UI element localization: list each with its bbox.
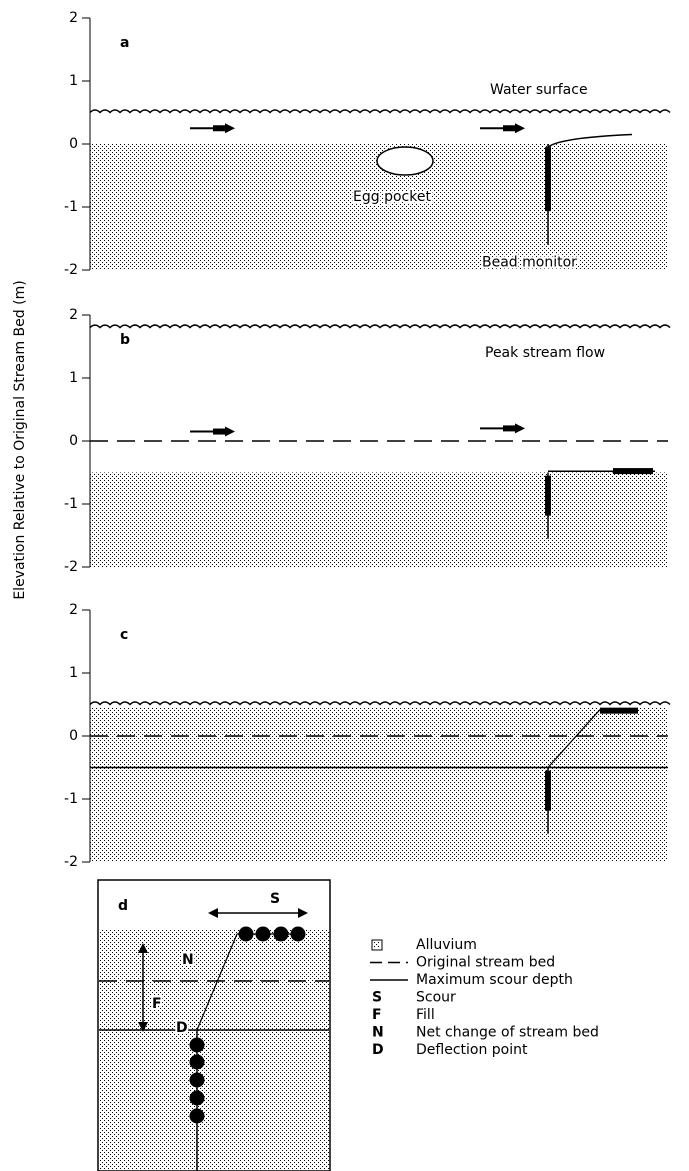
legend-symbol: D	[372, 1042, 384, 1058]
marker: F	[152, 996, 162, 1012]
bead	[255, 926, 271, 942]
bead	[189, 1054, 205, 1070]
bead	[273, 926, 289, 942]
alluvium	[99, 930, 329, 1170]
legend-text: Net change of stream bed	[416, 1025, 599, 1041]
flow-arrow-block	[503, 125, 515, 132]
water-surface	[89, 701, 671, 706]
flow-arrow-head	[515, 123, 525, 134]
water-surface	[89, 109, 671, 114]
annotation: Bead monitor	[482, 254, 577, 270]
water-surface	[89, 324, 671, 329]
y-tick-label: 1	[69, 73, 78, 89]
bead	[189, 1090, 205, 1106]
annotation: Egg pocket	[353, 189, 431, 205]
legend-text: Deflection point	[416, 1042, 528, 1058]
bead	[189, 1037, 205, 1053]
annotation: Water surface	[490, 82, 588, 98]
marker: D	[176, 1020, 188, 1036]
annotation: Peak stream flow	[485, 345, 605, 361]
flow-arrow-head	[225, 123, 235, 134]
legend-text: Alluvium	[416, 937, 477, 953]
egg-pocket	[376, 146, 434, 176]
y-tick-label: 2	[69, 602, 78, 618]
monitor-cable	[547, 133, 633, 148]
legend-symbol: F	[372, 1007, 382, 1023]
y-tick-label: 2	[69, 307, 78, 323]
panel-label: b	[120, 332, 130, 348]
y-tick-label: 0	[69, 136, 78, 152]
beads	[600, 707, 638, 714]
legend-text: Fill	[416, 1007, 435, 1023]
y-tick-label: 2	[69, 10, 78, 26]
y-tick-label: -2	[64, 262, 78, 278]
monitor-cable	[547, 709, 601, 768]
arrow-head	[208, 908, 218, 918]
marker: S	[270, 891, 280, 907]
legend-symbol: S	[372, 990, 382, 1006]
bead	[189, 1072, 205, 1088]
arrow-head	[138, 1022, 148, 1032]
y-tick-label: 1	[69, 665, 78, 681]
beads	[545, 147, 551, 212]
y-tick-label: -1	[64, 199, 78, 215]
flow-arrow-block	[213, 125, 225, 132]
beads	[545, 770, 551, 811]
flow-arrow-block	[503, 425, 515, 432]
y-tick-label: 0	[69, 433, 78, 449]
flow-arrow-head	[515, 423, 525, 434]
alluvium	[90, 707, 668, 862]
alluvium	[90, 472, 668, 567]
bead	[189, 1108, 205, 1124]
beads	[545, 475, 551, 516]
bead	[238, 926, 254, 942]
bead	[290, 926, 306, 942]
flow-arrow-block	[213, 428, 225, 435]
panel-label: d	[118, 898, 128, 914]
y-tick-label: -1	[64, 791, 78, 807]
y-tick-label: 0	[69, 728, 78, 744]
panel-label: a	[120, 35, 129, 51]
beads	[613, 468, 653, 475]
legend-text: Maximum scour depth	[416, 972, 573, 988]
y-tick-label: -1	[64, 496, 78, 512]
arrow-head	[298, 908, 308, 918]
y-axis-label: Elevation Relative to Original Stream Be…	[12, 280, 28, 599]
y-tick-label: 1	[69, 370, 78, 386]
monitor-cable	[196, 933, 238, 1031]
legend-alluvium-dots	[374, 942, 380, 948]
flow-arrow-head	[225, 426, 235, 437]
legend-text: Original stream bed	[416, 955, 555, 971]
y-tick-label: -2	[64, 559, 78, 575]
legend-text: Scour	[416, 990, 456, 1006]
legend-symbol: N	[372, 1025, 384, 1041]
arrow-head	[138, 943, 148, 953]
panel-label: c	[120, 627, 128, 643]
marker: N	[182, 952, 194, 968]
y-tick-label: -2	[64, 854, 78, 870]
